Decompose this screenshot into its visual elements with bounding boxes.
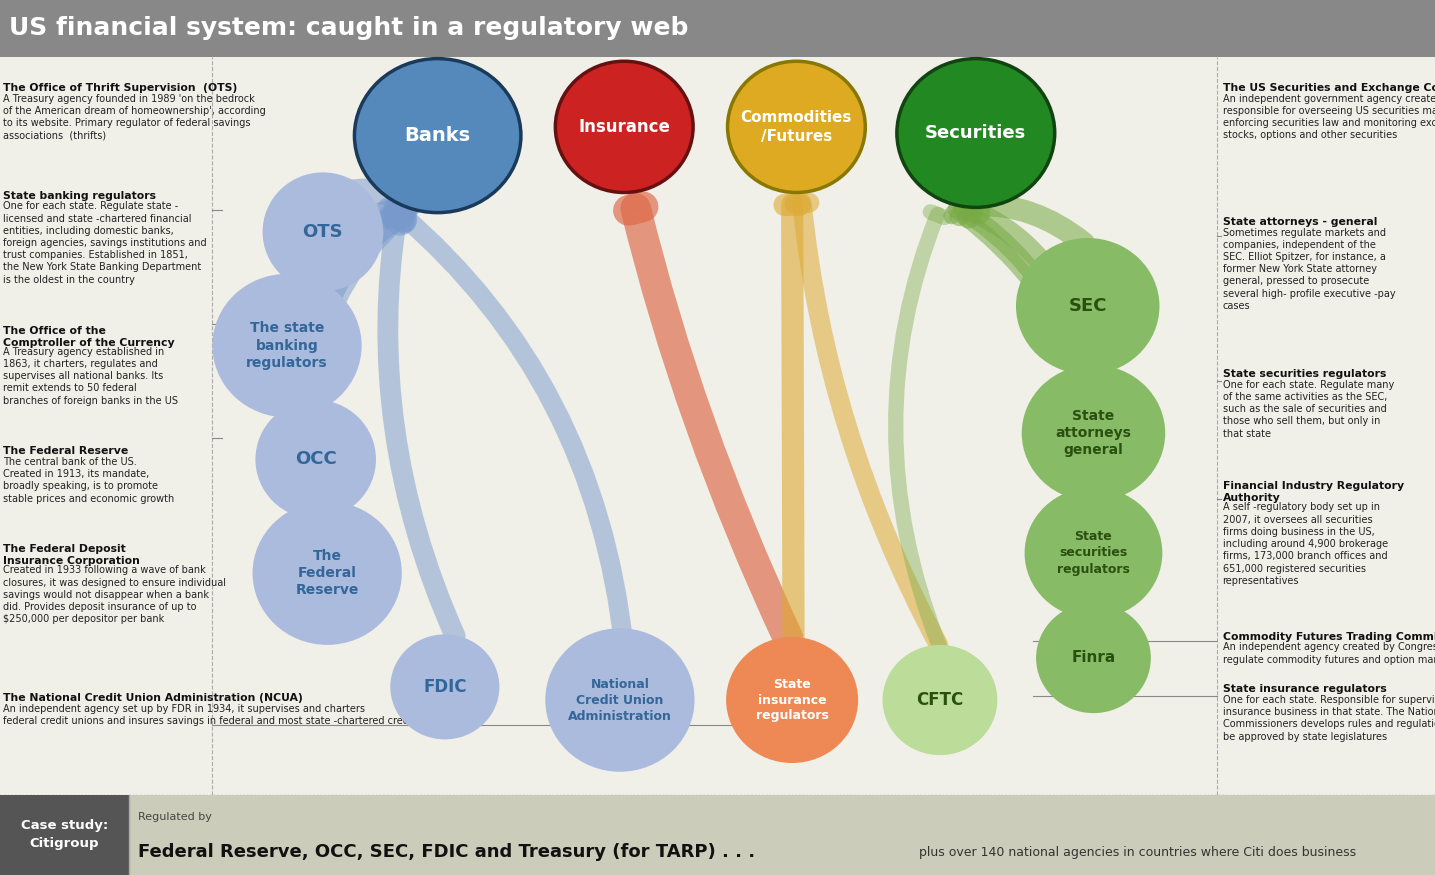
Ellipse shape [883,645,997,755]
Text: Securities: Securities [926,124,1026,142]
Text: plus over 140 national agencies in countries where Citi does business: plus over 140 national agencies in count… [911,846,1356,859]
Text: Finra: Finra [1072,650,1115,666]
Ellipse shape [555,61,693,192]
Text: The Federal Reserve: The Federal Reserve [3,446,128,456]
Text: Federal Reserve, OCC, SEC, FDIC and Treasury (for TARP) . . .: Federal Reserve, OCC, SEC, FDIC and Trea… [138,844,755,862]
Ellipse shape [1036,603,1151,713]
Text: The Federal Deposit
Insurance Corporation: The Federal Deposit Insurance Corporatio… [3,544,139,566]
Ellipse shape [253,501,402,645]
Text: Commodities
/Futures: Commodities /Futures [740,110,852,144]
Text: The National Credit Union Administration (NCUA): The National Credit Union Administration… [3,693,303,703]
Text: An independent government agency created in 1934
responsible for overseeing US s: An independent government agency created… [1223,94,1435,140]
Text: State
insurance
regulators: State insurance regulators [756,677,828,723]
FancyBboxPatch shape [0,0,1435,57]
Ellipse shape [728,61,865,192]
Text: An independent agency set up by FDR in 1934, it supervises and charters
federal : An independent agency set up by FDR in 1… [3,704,451,725]
Text: The state
banking
regulators: The state banking regulators [247,321,327,370]
Text: The US Securities and Exchange Commission: The US Securities and Exchange Commissio… [1223,83,1435,93]
Text: The
Federal
Reserve: The Federal Reserve [296,549,359,598]
Text: A Treasury agency established in
1863, it charters, regulates and
supervises all: A Treasury agency established in 1863, i… [3,346,178,405]
Text: Financial Industry Regulatory
Authority: Financial Industry Regulatory Authority [1223,481,1403,503]
Ellipse shape [1022,365,1165,501]
Text: Regulated by: Regulated by [138,812,211,822]
Text: National
Credit Union
Administration: National Credit Union Administration [568,677,672,723]
Text: Case study:
Citigroup: Case study: Citigroup [22,819,108,850]
Ellipse shape [212,274,362,417]
Text: The Office of the
Comptroller of the Currency: The Office of the Comptroller of the Cur… [3,326,175,347]
Text: State
attorneys
general: State attorneys general [1056,409,1131,458]
Text: Sometimes regulate markets and
companies, independent of the
SEC. Elliot Spitzer: Sometimes regulate markets and companies… [1223,228,1395,311]
FancyBboxPatch shape [0,794,1435,875]
Text: OCC: OCC [294,451,337,468]
Text: State banking regulators: State banking regulators [3,191,156,200]
Text: State
securities
regulators: State securities regulators [1058,530,1129,576]
Ellipse shape [390,634,499,739]
Ellipse shape [354,59,521,213]
Text: Created in 1933 following a wave of bank
closures, it was designed to ensure ind: Created in 1933 following a wave of bank… [3,565,225,624]
Text: One for each state. Regulate many
of the same activities as the SEC,
such as the: One for each state. Regulate many of the… [1223,380,1393,438]
Text: Commodity Futures Trading Commission: Commodity Futures Trading Commission [1223,632,1435,641]
Ellipse shape [545,628,695,772]
Text: Banks: Banks [405,126,471,145]
Text: State insurance regulators: State insurance regulators [1223,684,1386,694]
Text: US financial system: caught in a regulatory web: US financial system: caught in a regulat… [9,17,687,40]
Text: One for each state. Responsible for supervising and regulating all
insurance bus: One for each state. Responsible for supe… [1223,695,1435,741]
Text: State securities regulators: State securities regulators [1223,369,1386,379]
Text: The central bank of the US.
Created in 1913, its mandate,
broadly speaking, is t: The central bank of the US. Created in 1… [3,457,174,503]
Text: SEC: SEC [1069,298,1106,315]
Text: A self -regulatory body set up in
2007, it oversees all securities
firms doing b: A self -regulatory body set up in 2007, … [1223,502,1388,585]
Text: OTS: OTS [303,223,343,241]
Ellipse shape [255,400,376,519]
Text: FDIC: FDIC [423,678,466,696]
Ellipse shape [897,59,1055,207]
Ellipse shape [726,637,858,763]
Text: State attorneys - general: State attorneys - general [1223,217,1378,227]
FancyBboxPatch shape [0,794,129,875]
Ellipse shape [1025,487,1162,619]
Text: The Office of Thrift Supervision  (OTS): The Office of Thrift Supervision (OTS) [3,83,237,93]
Text: A Treasury agency founded in 1989 'on the bedrock
of the American dream of homeo: A Treasury agency founded in 1989 'on th… [3,94,265,140]
Ellipse shape [1016,238,1159,374]
Ellipse shape [263,172,383,291]
Text: CFTC: CFTC [917,691,963,709]
Text: An independent agency created by Congress in 1974 to
regulate commodity futures : An independent agency created by Congres… [1223,642,1435,664]
Text: Insurance: Insurance [578,118,670,136]
Text: One for each state. Regulate state -
licensed and state -chartered financial
ent: One for each state. Regulate state - lic… [3,201,207,284]
